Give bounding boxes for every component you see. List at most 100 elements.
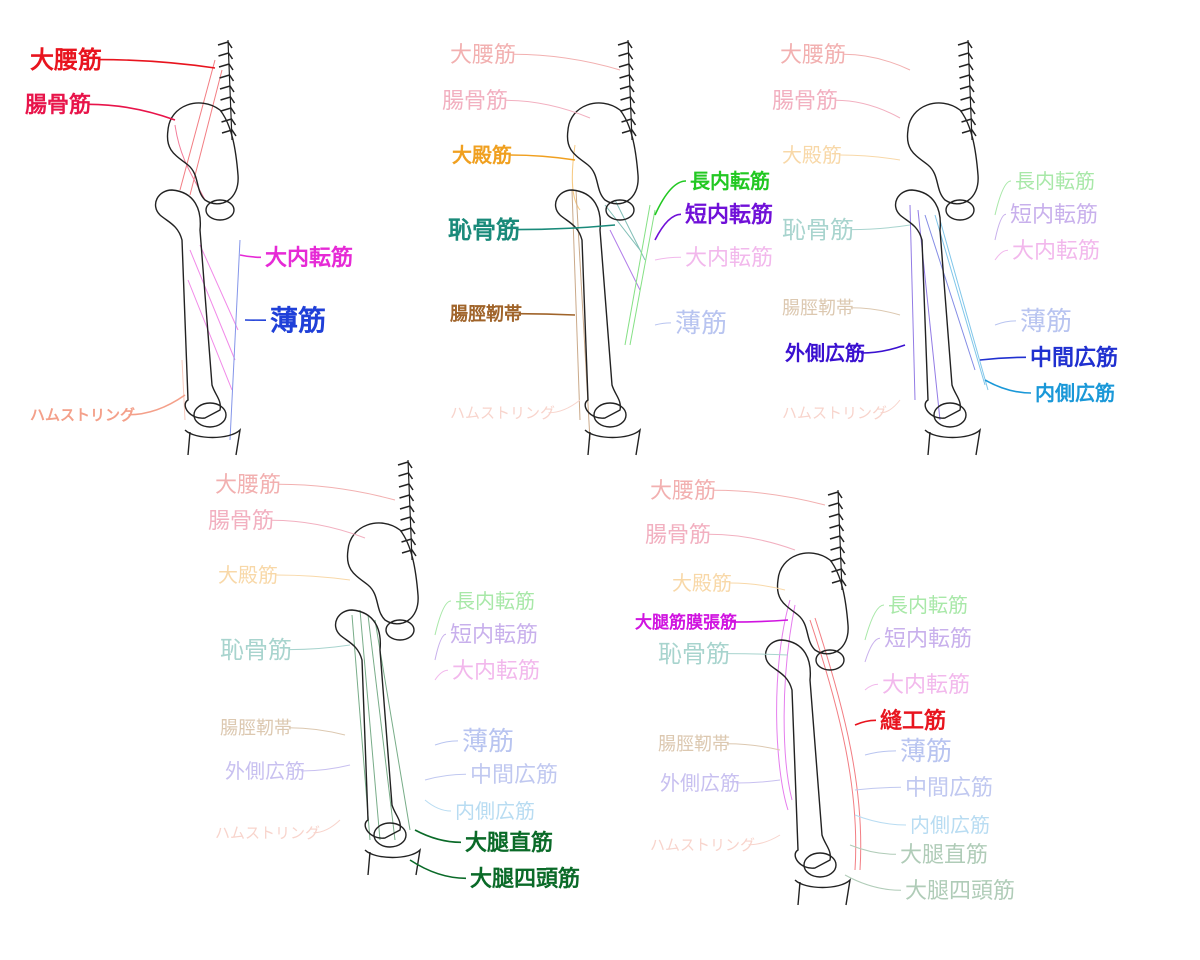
- muscle-stroke: [783, 604, 796, 801]
- muscle-stroke: [179, 59, 216, 191]
- leader-adductor_brevis: [434, 633, 447, 661]
- muscle-stroke: [624, 204, 651, 346]
- leader-psoas: [278, 483, 396, 501]
- label-quadriceps: 大腿四頭筋: [905, 879, 1015, 904]
- muscle-stroke: [809, 619, 857, 871]
- femur: [154, 189, 222, 419]
- label-hamstrings: ハムストリング: [650, 836, 755, 854]
- label-gracilis: 薄筋: [900, 737, 952, 767]
- tibia: [364, 847, 422, 876]
- obturator-foramen: [205, 199, 235, 221]
- skeleton: [764, 489, 852, 906]
- muscle-stroke: [187, 279, 233, 391]
- muscle-stroke: [609, 229, 641, 291]
- leader-hamstrings: [313, 819, 341, 834]
- leader-adductor_longus: [654, 180, 687, 216]
- leader-gracilis: [864, 750, 897, 756]
- label-iliacus: 腸骨筋: [645, 523, 711, 548]
- label-it_band: 腸脛靭帯: [450, 303, 522, 325]
- leader-rectus_femoris: [414, 829, 462, 844]
- femur: [334, 609, 402, 839]
- obturator-foramen: [605, 199, 635, 221]
- label-adductor_longus: 長内転筋: [455, 589, 535, 613]
- label-vastus_medialis: 内側広筋: [455, 799, 535, 823]
- label-vastus_intermedius: 中間広筋: [905, 776, 993, 801]
- label-vastus_lateralis: 外側広筋: [225, 759, 305, 783]
- pelvis: [906, 102, 979, 205]
- leader-it_band: [518, 312, 576, 316]
- leader-vastus_intermedius: [979, 356, 1027, 361]
- label-rectus_femoris: 大腿直筋: [465, 830, 553, 856]
- label-gracilis: 薄筋: [462, 727, 514, 757]
- label-iliacus: 腸骨筋: [208, 509, 274, 534]
- muscle-strokes: [174, 59, 241, 441]
- muscle-stroke: [199, 244, 239, 331]
- leader-vastus_lateralis: [860, 344, 906, 354]
- leader-vastus_lateralis: [300, 764, 351, 772]
- leader-quadriceps: [409, 859, 467, 880]
- leader-gracilis: [654, 322, 672, 326]
- label-vastus_intermedius: 中間広筋: [470, 763, 558, 788]
- skeleton: [154, 39, 242, 456]
- obturator-foramen: [945, 199, 975, 221]
- tibia: [184, 427, 242, 456]
- leader-hamstrings: [880, 399, 901, 414]
- leader-adductor_magnus: [239, 254, 262, 259]
- leader-iliacus: [708, 533, 796, 551]
- label-pectineus: 恥骨筋: [220, 636, 292, 664]
- label-hamstrings: ハムストリング: [30, 406, 135, 424]
- leader-pectineus: [850, 224, 911, 231]
- leader-glute_max: [729, 582, 786, 591]
- leader-psoas: [98, 58, 216, 69]
- label-vastus_lateralis: 外側広筋: [660, 771, 740, 795]
- label-vastus_lateralis: 外側広筋: [785, 341, 865, 365]
- muscle-stroke: [814, 617, 862, 871]
- label-adductor_magnus: 大内転筋: [685, 246, 773, 271]
- leader-psoas: [843, 53, 911, 71]
- leader-iliacus: [835, 99, 901, 119]
- leader-gracilis: [994, 320, 1017, 326]
- tibia: [584, 427, 642, 456]
- leader-pectineus: [516, 224, 616, 231]
- label-gracilis: 薄筋: [675, 309, 727, 339]
- spine: [957, 39, 977, 141]
- muscle-stroke: [604, 204, 641, 251]
- muscle-stroke: [181, 359, 186, 421]
- leader-pectineus: [726, 653, 789, 656]
- leader-iliacus: [505, 99, 591, 119]
- leader-vastus_intermedius: [424, 773, 467, 781]
- label-rectus_femoris: 大腿直筋: [900, 843, 988, 868]
- leader-hamstrings: [128, 394, 186, 416]
- spine: [617, 39, 637, 141]
- muscle-strokes: [776, 599, 862, 871]
- leader-glute_max: [509, 154, 576, 161]
- label-it_band: 腸脛靭帯: [658, 734, 730, 755]
- label-it_band: 腸脛靭帯: [782, 298, 854, 319]
- leader-it_band: [288, 727, 346, 736]
- label-gracilis: 薄筋: [1020, 307, 1072, 337]
- panels-layer: 大腰筋腸骨筋大内転筋薄筋ハムストリング大腰筋腸骨筋大殿筋長内転筋短内転筋恥骨筋大…: [25, 39, 1118, 906]
- muscle-stroke: [229, 239, 241, 441]
- label-glute_max: 大殿筋: [452, 143, 512, 167]
- leader-glute_max: [275, 574, 351, 581]
- leader-adductor_brevis: [994, 213, 1007, 241]
- label-pectineus: 恥骨筋: [782, 216, 854, 244]
- leader-vastus_medialis: [854, 814, 907, 826]
- muscle-strokes: [909, 204, 989, 421]
- spine: [397, 459, 417, 561]
- label-adductor_magnus: 大内転筋: [452, 659, 540, 684]
- muscle-stroke: [909, 204, 916, 401]
- muscle-stroke: [174, 124, 206, 201]
- leader-hamstrings: [548, 399, 581, 414]
- leader-adductor_longus: [434, 600, 452, 636]
- patella: [373, 822, 407, 848]
- leader-glute_max: [839, 154, 901, 161]
- leader-adductor_longus: [994, 180, 1012, 216]
- tibia: [924, 427, 982, 456]
- leader-rectus_femoris: [849, 844, 897, 855]
- pelvis: [566, 102, 639, 205]
- leader-adductor_brevis: [864, 637, 881, 663]
